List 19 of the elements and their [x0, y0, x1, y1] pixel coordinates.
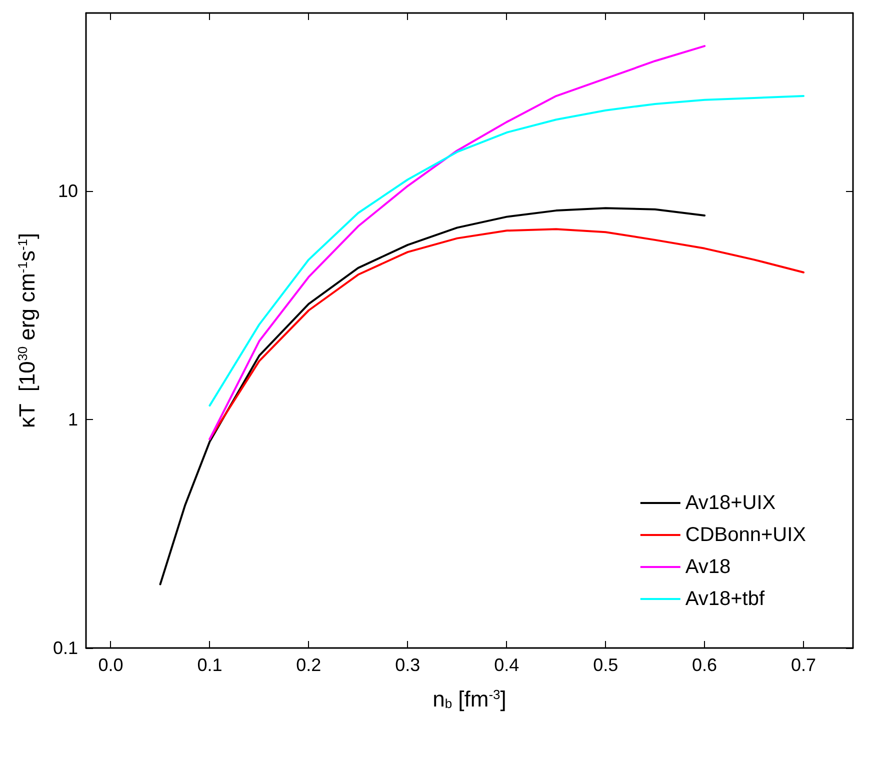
x-tick-label: 0.1 — [197, 655, 222, 675]
x-tick-label: 0.3 — [395, 655, 420, 675]
x-tick-label: 0.6 — [692, 655, 718, 675]
x-tick-label: 0.5 — [593, 655, 618, 675]
legend-label: Av18 — [685, 556, 731, 578]
legend-label: Av18+UIX — [685, 492, 776, 514]
line-series — [208, 228, 805, 440]
line-series — [208, 95, 805, 407]
x-tick-label: 0.7 — [791, 655, 816, 675]
legend-label: Av18+tbf — [685, 588, 765, 610]
line-series — [208, 45, 706, 440]
y-axis-title: κT [1030 erg cm-1s-1] — [14, 232, 40, 428]
y-tick-label: 1 — [68, 409, 78, 430]
y-tick-label: 0.1 — [52, 638, 78, 658]
y-tick-label: 10 — [58, 180, 78, 201]
legend-label: CDBonn+UIX — [685, 524, 806, 546]
x-tick-label: 0.4 — [494, 655, 520, 675]
x-tick-label: 0.2 — [296, 655, 322, 675]
x-tick-label: 0.0 — [98, 655, 124, 675]
